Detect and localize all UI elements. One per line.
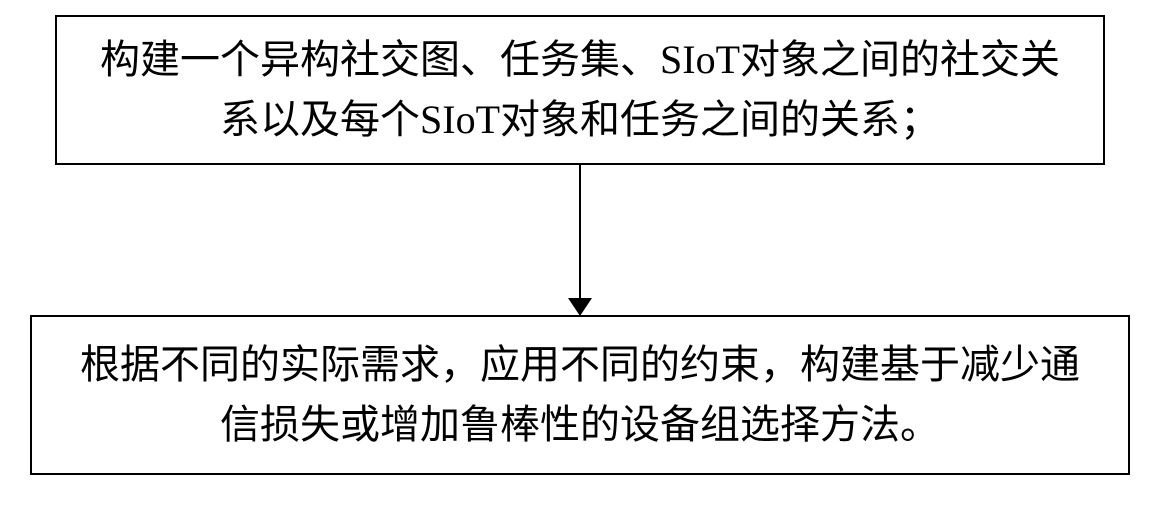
- edge-1-line: [579, 165, 581, 301]
- flowchart-node-2: 根据不同的实际需求，应用不同的约束，构建基于减少通信损失或增加鲁棒性的设备组选择…: [30, 315, 1130, 475]
- edge-1-arrowhead: [568, 298, 592, 316]
- node-1-text: 构建一个异构社交图、任务集、SIoT对象之间的社交关系以及每个SIoT对象和任务…: [87, 30, 1073, 150]
- node-2-text: 根据不同的实际需求，应用不同的约束，构建基于减少通信损失或增加鲁棒性的设备组选择…: [62, 335, 1098, 455]
- flowchart-node-1: 构建一个异构社交图、任务集、SIoT对象之间的社交关系以及每个SIoT对象和任务…: [55, 15, 1105, 165]
